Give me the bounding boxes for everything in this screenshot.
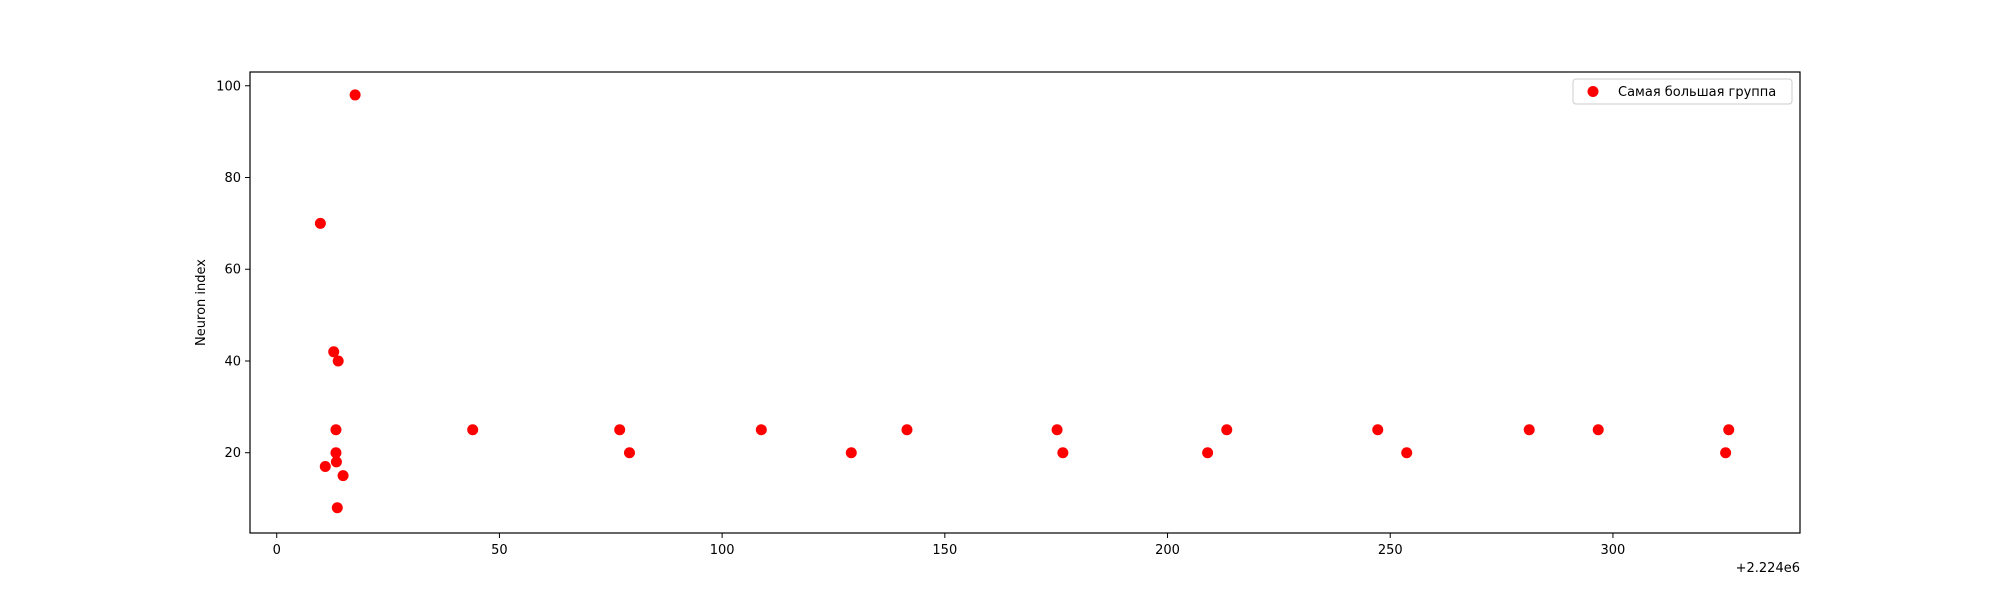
data-point — [331, 502, 343, 514]
x-tick-label: 150 — [932, 543, 957, 558]
y-tick-label: 100 — [216, 79, 241, 94]
data-point — [330, 447, 342, 459]
data-point — [467, 424, 479, 436]
data-point — [845, 447, 857, 459]
y-axis-label: Neuron index — [194, 259, 209, 346]
x-axis-offset-label: +2.224e6 — [1736, 561, 1800, 576]
data-point — [623, 447, 635, 459]
plot-area-frame — [249, 71, 1801, 534]
x-tick-label: 0 — [273, 543, 281, 558]
legend-marker — [1587, 86, 1599, 97]
data-point — [328, 346, 340, 358]
legend: Самая большая группа — [1572, 78, 1793, 105]
legend-box — [1572, 78, 1793, 105]
data-point — [1057, 447, 1069, 459]
data-point — [330, 456, 342, 468]
data-point — [330, 424, 342, 436]
data-point — [337, 470, 349, 482]
x-tick-label: 200 — [1155, 543, 1180, 558]
data-point — [1401, 447, 1413, 459]
data-point — [332, 355, 344, 367]
data-point — [1051, 424, 1063, 436]
x-tick-label: 100 — [710, 543, 735, 558]
data-point — [755, 424, 767, 436]
y-tick-label: 40 — [224, 354, 241, 369]
x-tick-label: 50 — [491, 543, 508, 558]
data-point — [319, 460, 331, 472]
data-point — [1523, 424, 1535, 436]
data-point — [1221, 424, 1233, 436]
data-point — [901, 424, 913, 436]
data-point — [1720, 447, 1732, 459]
x-axis: 0 50 100 150 200 250 300 — [273, 533, 1626, 558]
data-point — [349, 89, 361, 101]
data-point — [1723, 424, 1735, 436]
data-point — [1202, 447, 1214, 459]
y-tick-label: 20 — [224, 446, 241, 461]
y-tick-label: 60 — [224, 263, 241, 278]
data-point — [314, 217, 326, 229]
data-point — [614, 424, 626, 436]
x-tick-label: 300 — [1601, 543, 1626, 558]
legend-label: Самая большая группа — [1618, 85, 1776, 100]
data-point — [1372, 424, 1384, 436]
x-tick-label: 250 — [1378, 543, 1403, 558]
data-point — [1592, 424, 1604, 436]
y-tick-label: 80 — [224, 171, 241, 186]
data-points — [314, 89, 1735, 514]
y-axis: 20 40 60 80 100 — [216, 79, 250, 461]
